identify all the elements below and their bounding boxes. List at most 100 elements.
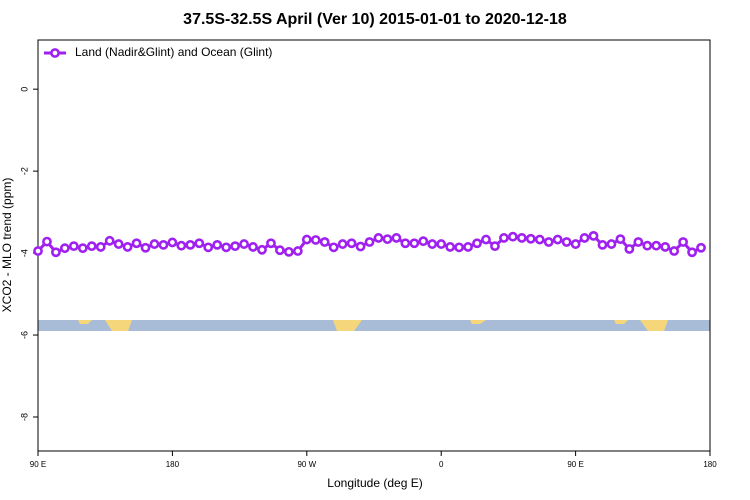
data-point	[149, 239, 160, 249]
data-point	[534, 234, 545, 245]
data-point	[122, 242, 133, 252]
chart-title: 37.5S-32.5S April (Ver 10) 2015-01-01 to…	[183, 11, 567, 28]
y-tick-label: -2	[19, 167, 29, 175]
data-point	[257, 244, 267, 255]
data-point	[463, 242, 473, 252]
data-point	[328, 242, 339, 253]
data-point	[167, 237, 178, 248]
data-point	[355, 241, 366, 252]
data-point	[221, 242, 232, 253]
legend-marker	[50, 48, 60, 58]
data-point	[418, 236, 429, 247]
land-patch	[640, 320, 668, 331]
data-point	[373, 233, 384, 243]
data-point	[33, 246, 43, 256]
land-patch	[105, 320, 132, 331]
data-point	[588, 230, 599, 241]
x-tick-label: 0	[439, 460, 444, 469]
data-point	[642, 240, 653, 251]
data-point	[203, 242, 214, 253]
data-point	[77, 243, 88, 254]
data-point	[86, 241, 97, 252]
data-point	[696, 242, 706, 253]
data-point	[481, 234, 491, 245]
x-tick-label: 180	[166, 460, 180, 469]
data-point	[230, 241, 241, 252]
data-point	[615, 234, 626, 245]
map-strip	[38, 320, 710, 331]
data-point	[436, 239, 447, 249]
data-point	[95, 242, 106, 252]
x-tick-label: 180	[703, 460, 717, 469]
x-tick-label: 90 W	[297, 460, 316, 469]
data-point	[292, 246, 303, 256]
data-point	[445, 242, 456, 252]
data-point	[543, 237, 554, 247]
data-point	[275, 245, 285, 256]
data-point	[104, 235, 115, 246]
ocean-strip	[38, 320, 710, 331]
data-point	[382, 234, 393, 245]
data-point	[212, 239, 223, 250]
y-tick-label: 0	[19, 87, 29, 92]
data-point	[68, 241, 79, 252]
land-patch	[470, 320, 486, 324]
land-patch	[614, 320, 628, 324]
data-point	[194, 238, 205, 249]
data-point	[113, 239, 124, 249]
y-tick-label: -6	[19, 331, 29, 339]
data-point	[472, 238, 482, 249]
data-point	[248, 242, 258, 252]
data-point	[346, 238, 357, 249]
data-point	[490, 241, 500, 252]
plot-frame	[37, 39, 711, 452]
x-tick-label: 90 E	[567, 460, 583, 469]
data-point	[42, 236, 52, 247]
data-point	[678, 237, 689, 247]
data-point	[525, 233, 536, 244]
x-axis-label: Longitude (deg E)	[327, 476, 422, 490]
data-point	[427, 239, 438, 249]
land-patch	[333, 320, 362, 331]
data-point	[59, 243, 70, 254]
data-point	[310, 235, 321, 245]
y-tick-label: -8	[19, 413, 29, 421]
data-point	[283, 246, 294, 257]
data-point	[319, 237, 330, 247]
data-point	[266, 238, 276, 249]
data-point	[516, 233, 527, 243]
data-point	[140, 242, 151, 253]
data-point	[507, 231, 518, 242]
data-point	[131, 238, 142, 249]
data-point	[176, 240, 187, 251]
data-point	[687, 247, 697, 258]
data-point	[158, 239, 169, 250]
data-point	[651, 240, 662, 251]
data-point	[51, 247, 61, 258]
data-point	[660, 242, 671, 252]
data-point	[561, 237, 572, 247]
data-point	[499, 233, 509, 243]
data-point	[391, 233, 402, 243]
data-point	[579, 233, 590, 243]
data-point	[400, 238, 411, 249]
data-point	[552, 234, 563, 245]
land-patch	[78, 320, 92, 324]
data-point	[301, 234, 312, 245]
data-point	[239, 239, 249, 249]
data-point	[606, 239, 617, 249]
y-tick-label: -4	[19, 249, 29, 257]
x-tick-label: 90 E	[30, 460, 46, 469]
data-point	[409, 238, 420, 249]
data-point	[337, 239, 348, 249]
data-point	[570, 239, 581, 249]
data-point	[364, 237, 375, 247]
data-point	[454, 242, 465, 253]
data-point	[624, 244, 635, 254]
y-axis-label: XCO2 - MLO trend (ppm)	[0, 178, 14, 313]
data-point	[597, 239, 608, 250]
data-point	[185, 239, 196, 250]
legend-label: Land (Nadir&Glint) and Ocean (Glint)	[75, 45, 272, 59]
data-point	[633, 237, 644, 247]
